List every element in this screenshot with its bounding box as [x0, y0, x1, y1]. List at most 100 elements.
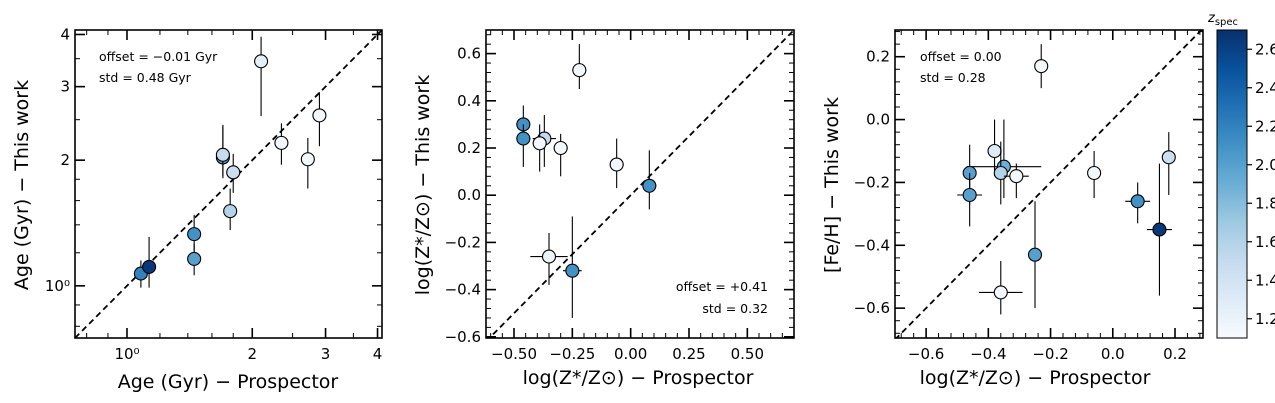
- axes-frame: [74, 29, 383, 339]
- data-point-marker: [1152, 222, 1167, 237]
- age-offset-annotation: offset = −0.01 Gyr: [99, 49, 218, 64]
- y-tick-label: 0.0: [866, 111, 890, 129]
- data-point: [609, 138, 624, 189]
- y-tick-label: 0.0: [457, 186, 481, 204]
- data-point-marker: [993, 165, 1008, 181]
- data-point-marker: [312, 108, 327, 123]
- x-tick-label: −0.2: [1032, 345, 1068, 363]
- x-tick-label: 0.25: [672, 345, 705, 363]
- data-point-marker: [541, 249, 557, 264]
- data-point: [1027, 201, 1043, 309]
- y-tick-label: 3: [60, 78, 70, 96]
- data-point-marker: [642, 178, 657, 193]
- age-y-axis-label: Age (Gyr) − This work: [11, 80, 33, 290]
- data-point-marker: [962, 187, 977, 203]
- x-tick-label: −0.6: [908, 345, 944, 363]
- x-tick-label: 3: [321, 345, 331, 363]
- colorbar-title: zspec: [1207, 11, 1238, 28]
- data-point-marker: [142, 259, 157, 274]
- iron-std-annotation: std = 0.28: [920, 70, 986, 85]
- data-point: [530, 232, 568, 285]
- data-point: [1003, 163, 1029, 199]
- data-point: [312, 92, 327, 147]
- y-tick-label: 4: [60, 25, 70, 43]
- data-point: [642, 150, 657, 210]
- y-tick-label: 2: [60, 151, 70, 169]
- metallicity-y-axis-label: log(Z*/Z⊙) − This work: [412, 75, 434, 296]
- x-tick-label: −0.25: [549, 345, 595, 363]
- data-point-marker: [1087, 165, 1102, 181]
- x-tick-label: 0.00: [614, 345, 647, 363]
- data-point: [532, 124, 547, 172]
- iron-plot-area: −0.6 −0.4 −0.2 0.0 0.2 −0.6 −0.4 −0.2 0.0 0.2: [854, 29, 1204, 363]
- data-point: [516, 124, 531, 167]
- colorbar-tick-label: 2.2: [1255, 117, 1275, 135]
- data-point-marker: [215, 147, 230, 162]
- data-point: [572, 44, 587, 90]
- one-to-one-line: [488, 30, 794, 338]
- data-point-marker: [516, 131, 531, 146]
- y-tick-label: 0.4: [457, 92, 481, 110]
- data-point-marker: [553, 140, 568, 156]
- panel-metallicity: −0.50 −0.25 0.00 0.25 0.50 −0.6 −0.4 −0.2 0.0 0.2…: [412, 29, 795, 389]
- data-point-marker: [1161, 150, 1176, 165]
- metallicity-plot-area: −0.50 −0.25 0.00 0.25 0.50 −0.6 −0.4 −0.2 0.0 0.2…: [445, 29, 795, 363]
- age-x-axis-label: Age (Gyr) − Prospector: [118, 371, 339, 393]
- x-tick-label: 0.50: [731, 345, 764, 363]
- x-tick-label: −0.50: [491, 345, 537, 363]
- one-to-one-line: [75, 30, 382, 338]
- data-point-marker: [1009, 169, 1024, 184]
- metallicity-std-annotation: std = 0.32: [702, 301, 768, 316]
- data-point-marker: [1034, 59, 1049, 74]
- data-point: [957, 173, 983, 227]
- data-point: [563, 216, 582, 318]
- data-point-marker: [223, 204, 238, 219]
- x-tick-label: 0.0: [1101, 345, 1125, 363]
- data-point-marker: [187, 227, 202, 242]
- panel-iron: −0.6 −0.4 −0.2 0.0 0.2 −0.6 −0.4 −0.2 0.0 0.2 log…: [821, 29, 1204, 389]
- data-point: [274, 123, 289, 165]
- y-tick-label: −0.6: [854, 299, 890, 317]
- colorbar-title-subscript: spec: [1215, 17, 1238, 28]
- colorbar-tick-label: 1.6: [1255, 233, 1275, 251]
- data-point: [1147, 163, 1172, 296]
- data-point: [300, 137, 315, 189]
- data-point: [1125, 182, 1151, 224]
- data-point-marker: [254, 54, 269, 69]
- colorbar: 1.2 1.4 1.6 1.8 2.0 2.2 2.4 2.6 zspec: [1207, 11, 1275, 339]
- x-tick-label: 10⁰: [114, 345, 139, 363]
- data-point: [187, 214, 202, 252]
- x-tick-label: 2: [247, 345, 257, 363]
- y-tick-label: −0.4: [445, 281, 481, 299]
- data-point-marker: [993, 285, 1008, 300]
- data-point: [223, 188, 238, 231]
- colorbar-title-main: z: [1207, 11, 1216, 26]
- data-point-marker: [274, 135, 289, 150]
- one-to-one-line: [895, 30, 1203, 338]
- data-point: [1087, 151, 1102, 199]
- data-point: [226, 153, 241, 193]
- data-point-marker: [187, 251, 202, 266]
- data-point-marker: [1027, 247, 1043, 262]
- y-tick-label: 0.2: [457, 139, 481, 157]
- y-tick-label: 10⁰: [45, 277, 70, 295]
- data-point: [142, 236, 157, 288]
- y-tick-label: 0.6: [457, 45, 481, 63]
- data-point: [254, 36, 269, 117]
- y-tick-label: −0.2: [445, 233, 481, 251]
- colorbar-tick-label: 2.6: [1255, 40, 1275, 58]
- colorbar-tick-label: 1.2: [1255, 310, 1275, 328]
- data-point: [553, 133, 568, 177]
- data-point-marker: [609, 157, 624, 172]
- data-point: [966, 119, 1042, 199]
- y-tick-label: −0.2: [854, 173, 890, 191]
- metallicity-x-axis-label: log(Z*/Z⊙) − Prospector: [523, 367, 754, 389]
- data-point-marker: [300, 152, 315, 167]
- colorbar-tick-label: 2.0: [1255, 156, 1275, 174]
- data-point: [993, 141, 1008, 205]
- panel-age: 10⁰ 2 3 4 10⁰ 2 3 4 Age (Gyr) − Prospector Age …: [11, 25, 383, 393]
- x-tick-label: 4: [373, 345, 383, 363]
- y-tick-label: 0.2: [866, 48, 890, 66]
- colorbar-tick-label: 2.4: [1255, 79, 1275, 97]
